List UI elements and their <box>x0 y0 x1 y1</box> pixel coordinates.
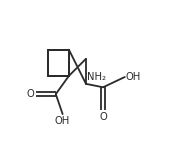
Text: O: O <box>26 89 34 99</box>
Text: NH₂: NH₂ <box>87 72 106 82</box>
Text: O: O <box>99 112 107 122</box>
Text: OH: OH <box>126 72 141 82</box>
Text: OH: OH <box>55 116 70 126</box>
